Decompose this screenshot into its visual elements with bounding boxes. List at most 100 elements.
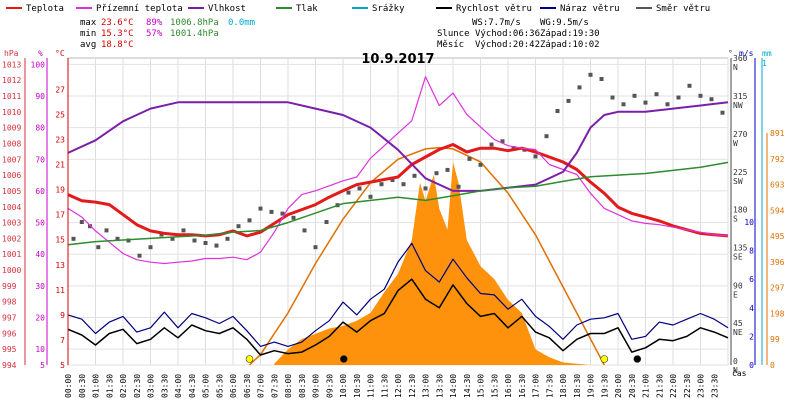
legend-label: Náraz větru bbox=[560, 4, 620, 14]
wind-direction-point bbox=[632, 93, 637, 98]
pressure-line bbox=[67, 161, 729, 246]
time-tick-label: 11:00 bbox=[367, 374, 376, 398]
percent-tick-label: 90 bbox=[35, 92, 45, 101]
wind-direction-point bbox=[104, 228, 109, 233]
time-tick-label: 03:00 bbox=[147, 374, 156, 398]
direction-tick-label: 45 bbox=[733, 319, 743, 328]
stats-temp: 23.6°C bbox=[101, 18, 134, 28]
wind-direction-point bbox=[280, 211, 285, 216]
hpa-unit: hPa bbox=[4, 49, 19, 58]
wind-direction-point bbox=[720, 110, 725, 115]
wind-direction-point bbox=[500, 139, 505, 144]
stats-temp: 18.8°C bbox=[101, 40, 134, 50]
legend-label: Srážky bbox=[372, 4, 405, 14]
hpa-tick-label: 1003 bbox=[2, 219, 21, 228]
celsius-tick-label: 25 bbox=[55, 110, 65, 119]
direction-tick-label: 0 bbox=[733, 357, 738, 366]
speed-unit: m/s bbox=[739, 49, 754, 58]
direction-compass-label: SW bbox=[733, 177, 743, 186]
time-tick-label: 06:00 bbox=[229, 374, 238, 398]
direction-unit: ° bbox=[728, 49, 733, 58]
time-tick-label: 10:30 bbox=[353, 374, 362, 398]
direction-compass-label: N bbox=[733, 63, 738, 72]
hpa-tick-label: 1001 bbox=[2, 250, 21, 259]
wind-direction-point bbox=[313, 245, 318, 250]
wind-direction-point bbox=[170, 236, 175, 241]
time-tick-label: 10:00 bbox=[339, 374, 348, 398]
wind-direction-point bbox=[434, 171, 439, 176]
direction-compass-label: E bbox=[733, 290, 738, 299]
time-tick-label: 08:30 bbox=[298, 374, 307, 398]
wind-direction-point bbox=[401, 182, 406, 187]
wind-direction-point bbox=[566, 98, 571, 103]
wind-direction-point bbox=[489, 142, 494, 147]
time-tick-label: 17:00 bbox=[532, 374, 541, 398]
time-tick-label: 21:30 bbox=[655, 374, 664, 398]
direction-tick-label: 225 bbox=[733, 168, 748, 177]
time-tick-label: 12:00 bbox=[394, 374, 403, 398]
percent-tick-label: 5 bbox=[40, 361, 45, 370]
sunrise-marker bbox=[245, 355, 254, 363]
wind-direction-point bbox=[96, 245, 101, 250]
hpa-tick-label: 1009 bbox=[2, 124, 21, 133]
solar-tick-label: 198 bbox=[770, 309, 785, 318]
stats-humidity: 89% bbox=[146, 18, 163, 28]
time-tick-label: 08:00 bbox=[284, 374, 293, 398]
direction-compass-label: NE bbox=[733, 328, 743, 337]
wind-direction-point bbox=[214, 243, 219, 248]
info-sun-rise: Východ:06:36 bbox=[475, 29, 540, 39]
rain-top-label: 1 bbox=[762, 59, 767, 68]
percent-tick-label: 10 bbox=[35, 345, 45, 354]
hpa-tick-label: 998 bbox=[2, 298, 17, 307]
stats-row-label: min bbox=[80, 29, 96, 39]
wind-direction-point bbox=[236, 224, 241, 229]
wind-direction-point bbox=[665, 102, 670, 107]
hpa-tick-label: 999 bbox=[2, 282, 17, 291]
time-tick-label: 19:30 bbox=[600, 374, 609, 398]
celsius-tick-label: 21 bbox=[55, 161, 65, 170]
wind-direction-point bbox=[137, 253, 142, 258]
legend-label: Směr větru bbox=[656, 4, 710, 14]
time-tick-label: 13:00 bbox=[422, 374, 431, 398]
hpa-tick-label: 1008 bbox=[2, 140, 21, 149]
info-moon-set: Západ:10:02 bbox=[540, 40, 600, 50]
time-tick-label: 04:30 bbox=[188, 374, 197, 398]
solar-tick-label: 891 bbox=[770, 129, 785, 138]
wind-direction-point bbox=[698, 93, 703, 98]
wind-direction-point bbox=[357, 186, 362, 191]
wind-direction-point bbox=[599, 77, 604, 81]
speed-tick-label: 6 bbox=[749, 275, 754, 284]
celsius-tick-label: 17 bbox=[55, 211, 65, 220]
time-tick-label: 11:30 bbox=[380, 374, 389, 398]
time-tick-label: 15:00 bbox=[477, 374, 486, 398]
percent-tick-label: 20 bbox=[35, 314, 45, 323]
wind-direction-point bbox=[467, 156, 472, 161]
wind-direction-point bbox=[478, 162, 483, 167]
legend-label: Teplota bbox=[26, 4, 64, 14]
legend-label: Přízemní teplota bbox=[96, 4, 183, 14]
wind-direction-point bbox=[258, 206, 263, 211]
direction-compass-label: N bbox=[733, 366, 738, 375]
wind-direction-point bbox=[456, 184, 461, 189]
moonset-marker bbox=[339, 355, 348, 363]
wind-direction-point bbox=[225, 236, 230, 241]
time-tick-label: 16:00 bbox=[504, 374, 513, 398]
stats-pressure: 1006.8hPa bbox=[170, 18, 219, 28]
moonrise-marker bbox=[633, 355, 642, 363]
info-sun-set: Západ:19:30 bbox=[540, 29, 600, 39]
chart-title: 10.9.2017 bbox=[361, 52, 434, 67]
rain-unit: mm bbox=[762, 49, 772, 58]
temperature-line bbox=[67, 143, 729, 238]
wind-direction-point bbox=[423, 186, 428, 191]
hpa-tick-label: 997 bbox=[2, 314, 17, 323]
celsius-tick-label: 11 bbox=[55, 286, 65, 295]
hpa-tick-label: 1002 bbox=[2, 234, 21, 243]
percent-tick-label: 100 bbox=[31, 60, 46, 69]
hpa-tick-label: 995 bbox=[2, 345, 17, 354]
time-tick-label: 21:00 bbox=[642, 374, 651, 398]
direction-tick-label: 360 bbox=[733, 54, 748, 63]
solar-radiation-area bbox=[248, 146, 605, 366]
time-tick-label: 13:30 bbox=[435, 374, 444, 398]
wind-direction-point bbox=[115, 236, 120, 241]
